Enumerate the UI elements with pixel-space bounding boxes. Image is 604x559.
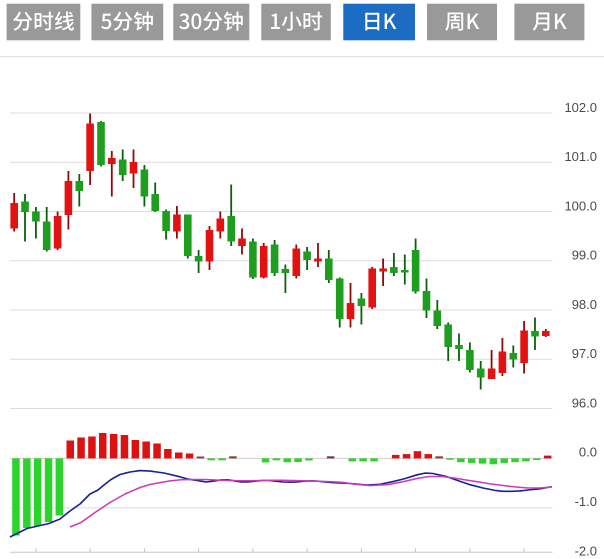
svg-text:100.0: 100.0	[564, 198, 597, 213]
svg-text:102.0: 102.0	[564, 100, 597, 115]
svg-text:96.0: 96.0	[572, 395, 597, 410]
svg-text:98.0: 98.0	[572, 297, 597, 312]
svg-text:-1.0: -1.0	[575, 494, 597, 509]
svg-text:0.0: 0.0	[579, 444, 597, 459]
svg-text:101.0: 101.0	[564, 149, 597, 164]
svg-text:97.0: 97.0	[572, 346, 597, 361]
svg-text:99.0: 99.0	[572, 248, 597, 263]
svg-text:-2.0: -2.0	[575, 543, 597, 558]
